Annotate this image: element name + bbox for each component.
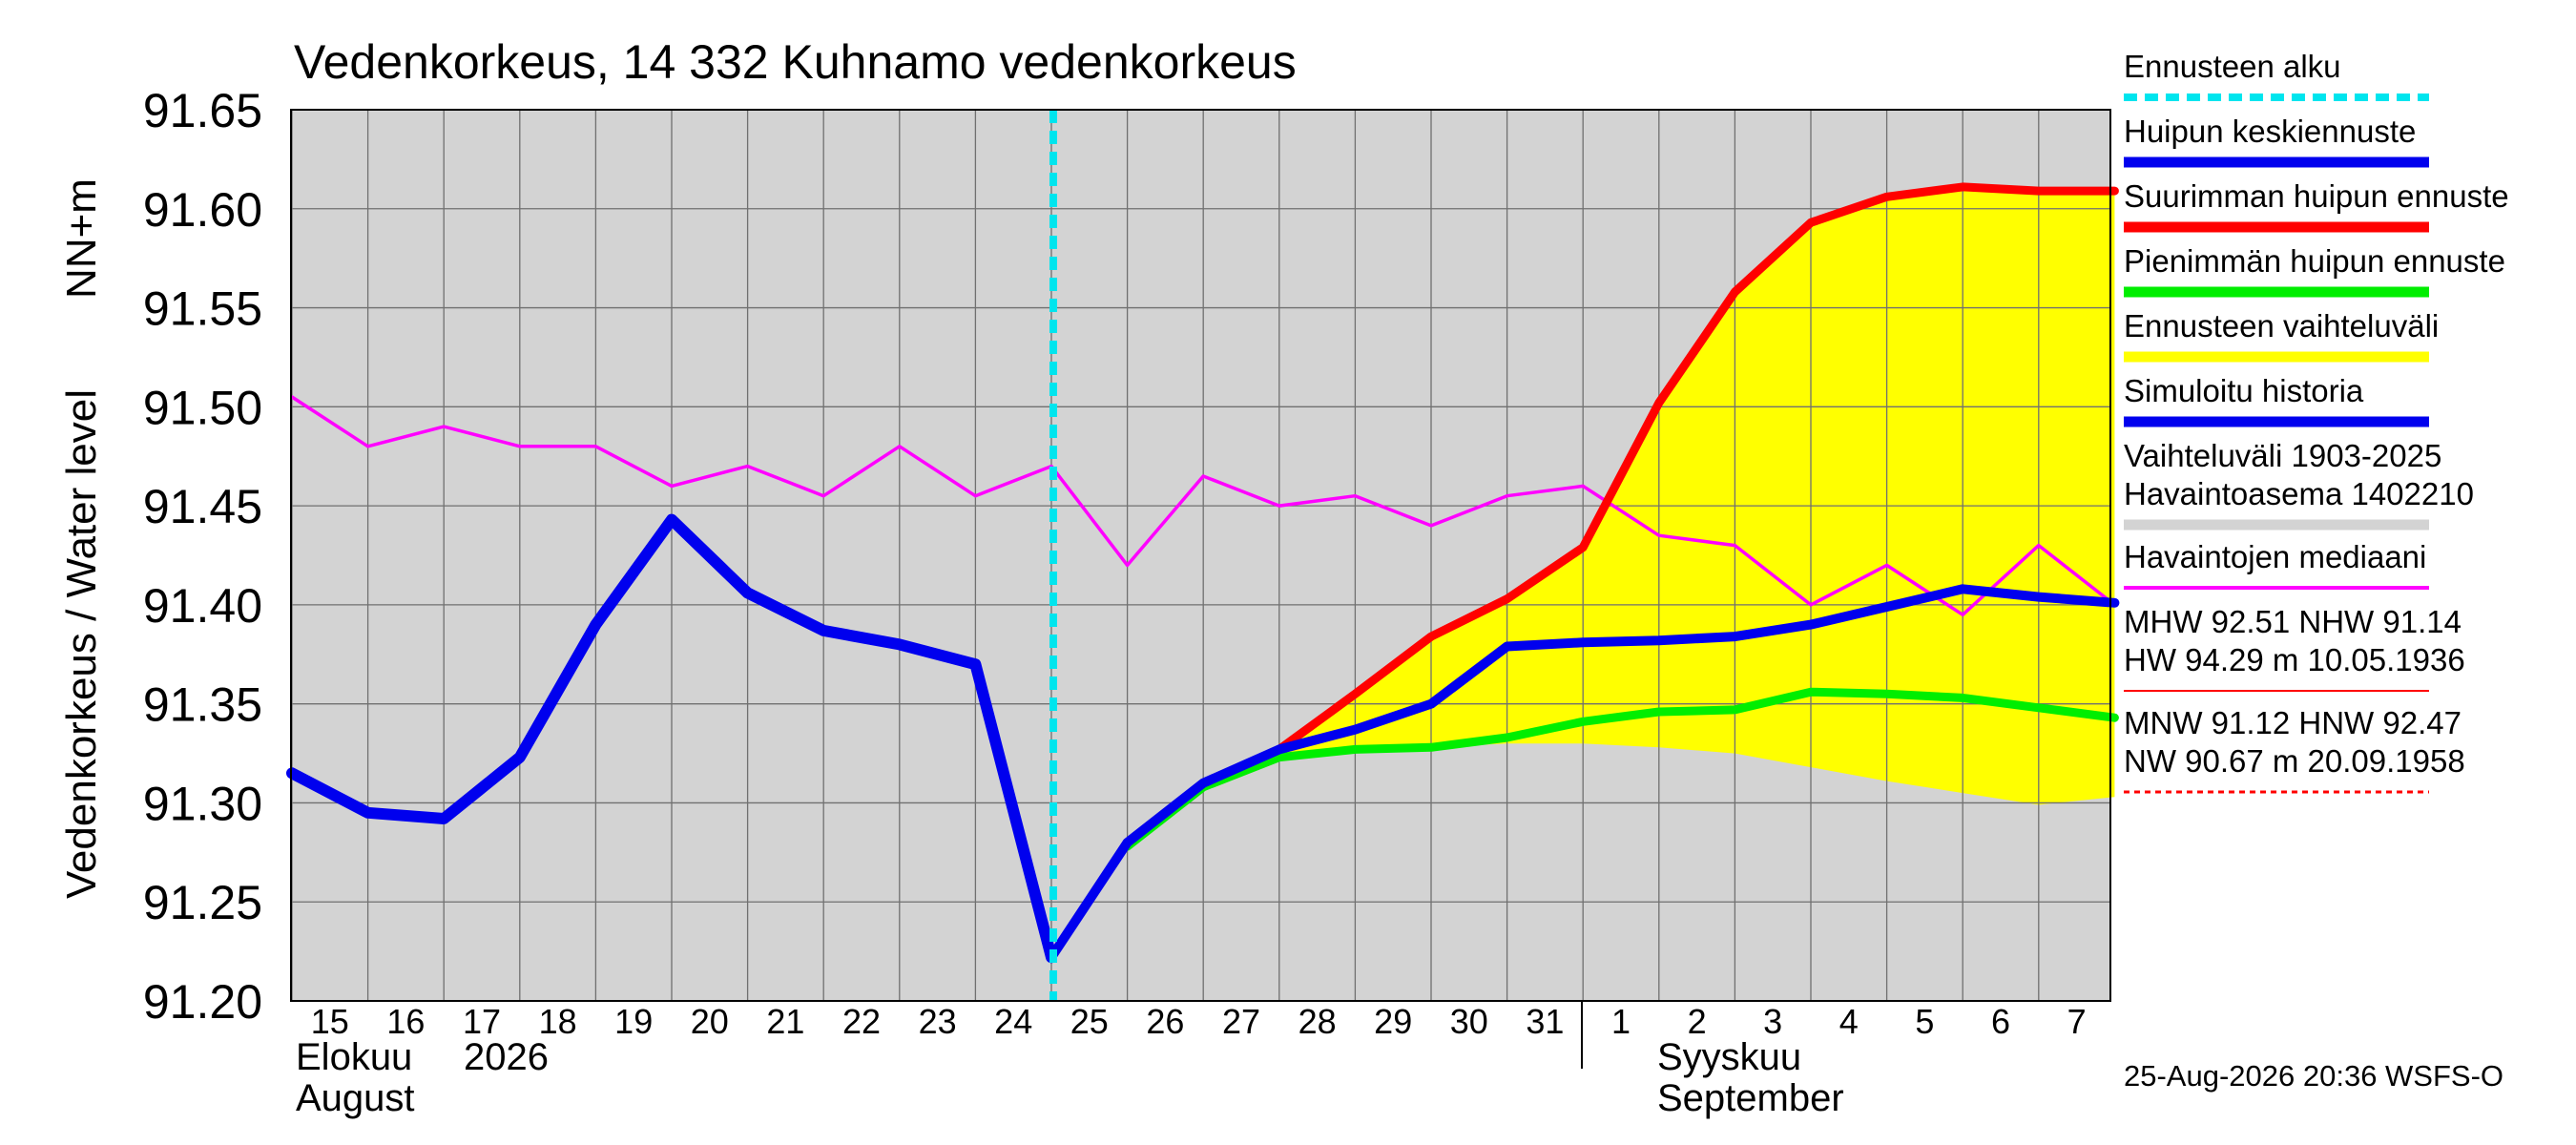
x-tick-label: 19 [614, 1002, 653, 1041]
legend-label: Simuloitu historia [2124, 373, 2364, 408]
x-tick-label: 5 [1915, 1002, 1934, 1041]
legend-swatch [2124, 790, 2429, 794]
x-tick-label: 21 [766, 1002, 804, 1041]
legend-label: Havaintojen mediaani [2124, 539, 2427, 574]
legend: Ennusteen alku Huipun keskiennuste Suuri… [2124, 48, 2544, 805]
legend-swatch [2124, 351, 2429, 363]
legend-item-min-forecast: Pienimmän huipun ennuste [2124, 242, 2544, 307]
x-tick-label: 17 [463, 1002, 501, 1041]
legend-swatch [2124, 416, 2429, 427]
y-tick-label: 91.45 [143, 480, 262, 533]
x-tick-labels: 15 16 17 18 19 20 21 22 23 24 25 26 27 28 29 30 31 1 2 3 4 5 6… [311, 1002, 2087, 1041]
series-line-suurimman-huipun-ennuste [1275, 182, 2119, 754]
series-line-havaintojen-mediaani [290, 395, 2117, 617]
x-tick-label: 2 [1688, 1002, 1707, 1041]
x-tick-label: 31 [1526, 1002, 1564, 1041]
x-tick-label: 6 [1991, 1002, 2010, 1041]
y-tick-label: 91.40 [143, 579, 262, 633]
year-label: 2026 [464, 1036, 549, 1078]
legend-item-mean-forecast: Huipun keskiennuste [2124, 113, 2544, 177]
month-label-august: August [296, 1077, 415, 1119]
y-tick-labels: 91.20 91.25 91.30 91.35 91.40 91.45 91.50 91.55… [143, 84, 262, 1029]
y-tick-label: 91.35 [143, 678, 262, 732]
month-label-syyskuu: Syyskuu [1657, 1036, 1801, 1078]
legend-swatch [2124, 690, 2429, 692]
legend-swatch [2124, 156, 2429, 168]
series-line-simuloitu-historia [286, 513, 1057, 964]
legend-label: Pienimmän huipun ennuste [2124, 243, 2505, 279]
legend-item-forecast-start: Ennusteen alku [2124, 48, 2544, 113]
legend-label-2: Havaintoasema 1402210 [2124, 476, 2474, 511]
y-tick-label: 91.25 [143, 876, 262, 929]
x-tick-label: 25 [1070, 1002, 1109, 1041]
legend-item-low-water-stats: MNW 91.12 HNW 92.47 NW 90.67 m 20.09.195… [2124, 704, 2544, 805]
legend-label: Vaihteluväli 1903-2025 [2124, 438, 2442, 473]
x-tick-label: 27 [1222, 1002, 1260, 1041]
x-tick-label: 3 [1763, 1002, 1782, 1041]
legend-item-forecast-range: Ennusteen vaihteluväli [2124, 307, 2544, 372]
x-tick-label: 23 [919, 1002, 957, 1041]
legend-label: Ennusteen vaihteluväli [2124, 308, 2440, 344]
x-tick-label: 7 [2067, 1002, 2087, 1041]
x-tick-label: 4 [1839, 1002, 1859, 1041]
x-tick-label: 30 [1450, 1002, 1488, 1041]
x-tick-label: 16 [386, 1002, 425, 1041]
legend-item-median: Havaintojen mediaani [2124, 538, 2544, 603]
legend-item-historical-range: Vaihteluväli 1903-2025 Havaintoasema 140… [2124, 437, 2544, 538]
chart-title: Vedenkorkeus, 14 332 Kuhnamo vedenkorkeu… [294, 35, 1297, 89]
legend-label: MHW 92.51 NHW 91.14 [2124, 604, 2462, 639]
y-tick-label: 91.50 [143, 381, 262, 434]
legend-label: Ennusteen alku [2124, 49, 2341, 84]
legend-label-2: NW 90.67 m 20.09.1958 [2124, 743, 2465, 779]
legend-label: MNW 91.12 HNW 92.47 [2124, 705, 2462, 740]
y-tick-label: 91.55 [143, 282, 262, 336]
x-tick-label: 18 [539, 1002, 577, 1041]
x-tick-label: 22 [842, 1002, 881, 1041]
legend-label: Huipun keskiennuste [2124, 114, 2417, 149]
legend-swatch [2124, 286, 2429, 298]
x-tick-label: 26 [1146, 1002, 1184, 1041]
series-line-pienimm-n-huipun-ennuste [1123, 687, 2119, 851]
x-tick-label: 28 [1298, 1002, 1337, 1041]
y-tick-label: 91.65 [143, 84, 262, 137]
plot-area [286, 109, 2120, 1069]
x-tick-label: 1 [1611, 1002, 1631, 1041]
legend-swatch [2124, 586, 2429, 590]
legend-swatch [2124, 519, 2429, 531]
forecast-range-band [1278, 186, 2115, 805]
month-label-elokuu: Elokuu [296, 1036, 412, 1078]
y-axis-unit: NN+m [58, 178, 105, 299]
plot-frame [290, 109, 2111, 1002]
y-tick-label: 91.30 [143, 777, 262, 830]
series-line-huipun-keskiennuste [1047, 584, 2120, 963]
legend-item-simulated-history: Simuloitu historia [2124, 372, 2544, 437]
x-tick-label: 29 [1374, 1002, 1412, 1041]
x-tick-label: 24 [994, 1002, 1032, 1041]
legend-label: Suurimman huipun ennuste [2124, 178, 2509, 214]
legend-item-high-water-stats: MHW 92.51 NHW 91.14 HW 94.29 m 10.05.193… [2124, 603, 2544, 704]
y-axis-label: Vedenkorkeus / Water level [58, 389, 105, 899]
x-tick-label: 20 [691, 1002, 729, 1041]
legend-label-2: HW 94.29 m 10.05.1936 [2124, 642, 2465, 677]
y-tick-label: 91.60 [143, 183, 262, 237]
timestamp: 25-Aug-2026 20:36 WSFS-O [2124, 1059, 2504, 1093]
month-label-september: September [1657, 1077, 1844, 1119]
legend-item-max-forecast: Suurimman huipun ennuste [2124, 177, 2544, 242]
legend-swatch [2124, 221, 2429, 233]
x-tick-label: 15 [311, 1002, 349, 1041]
legend-swatch [2124, 94, 2429, 101]
y-tick-label: 91.20 [143, 975, 262, 1029]
